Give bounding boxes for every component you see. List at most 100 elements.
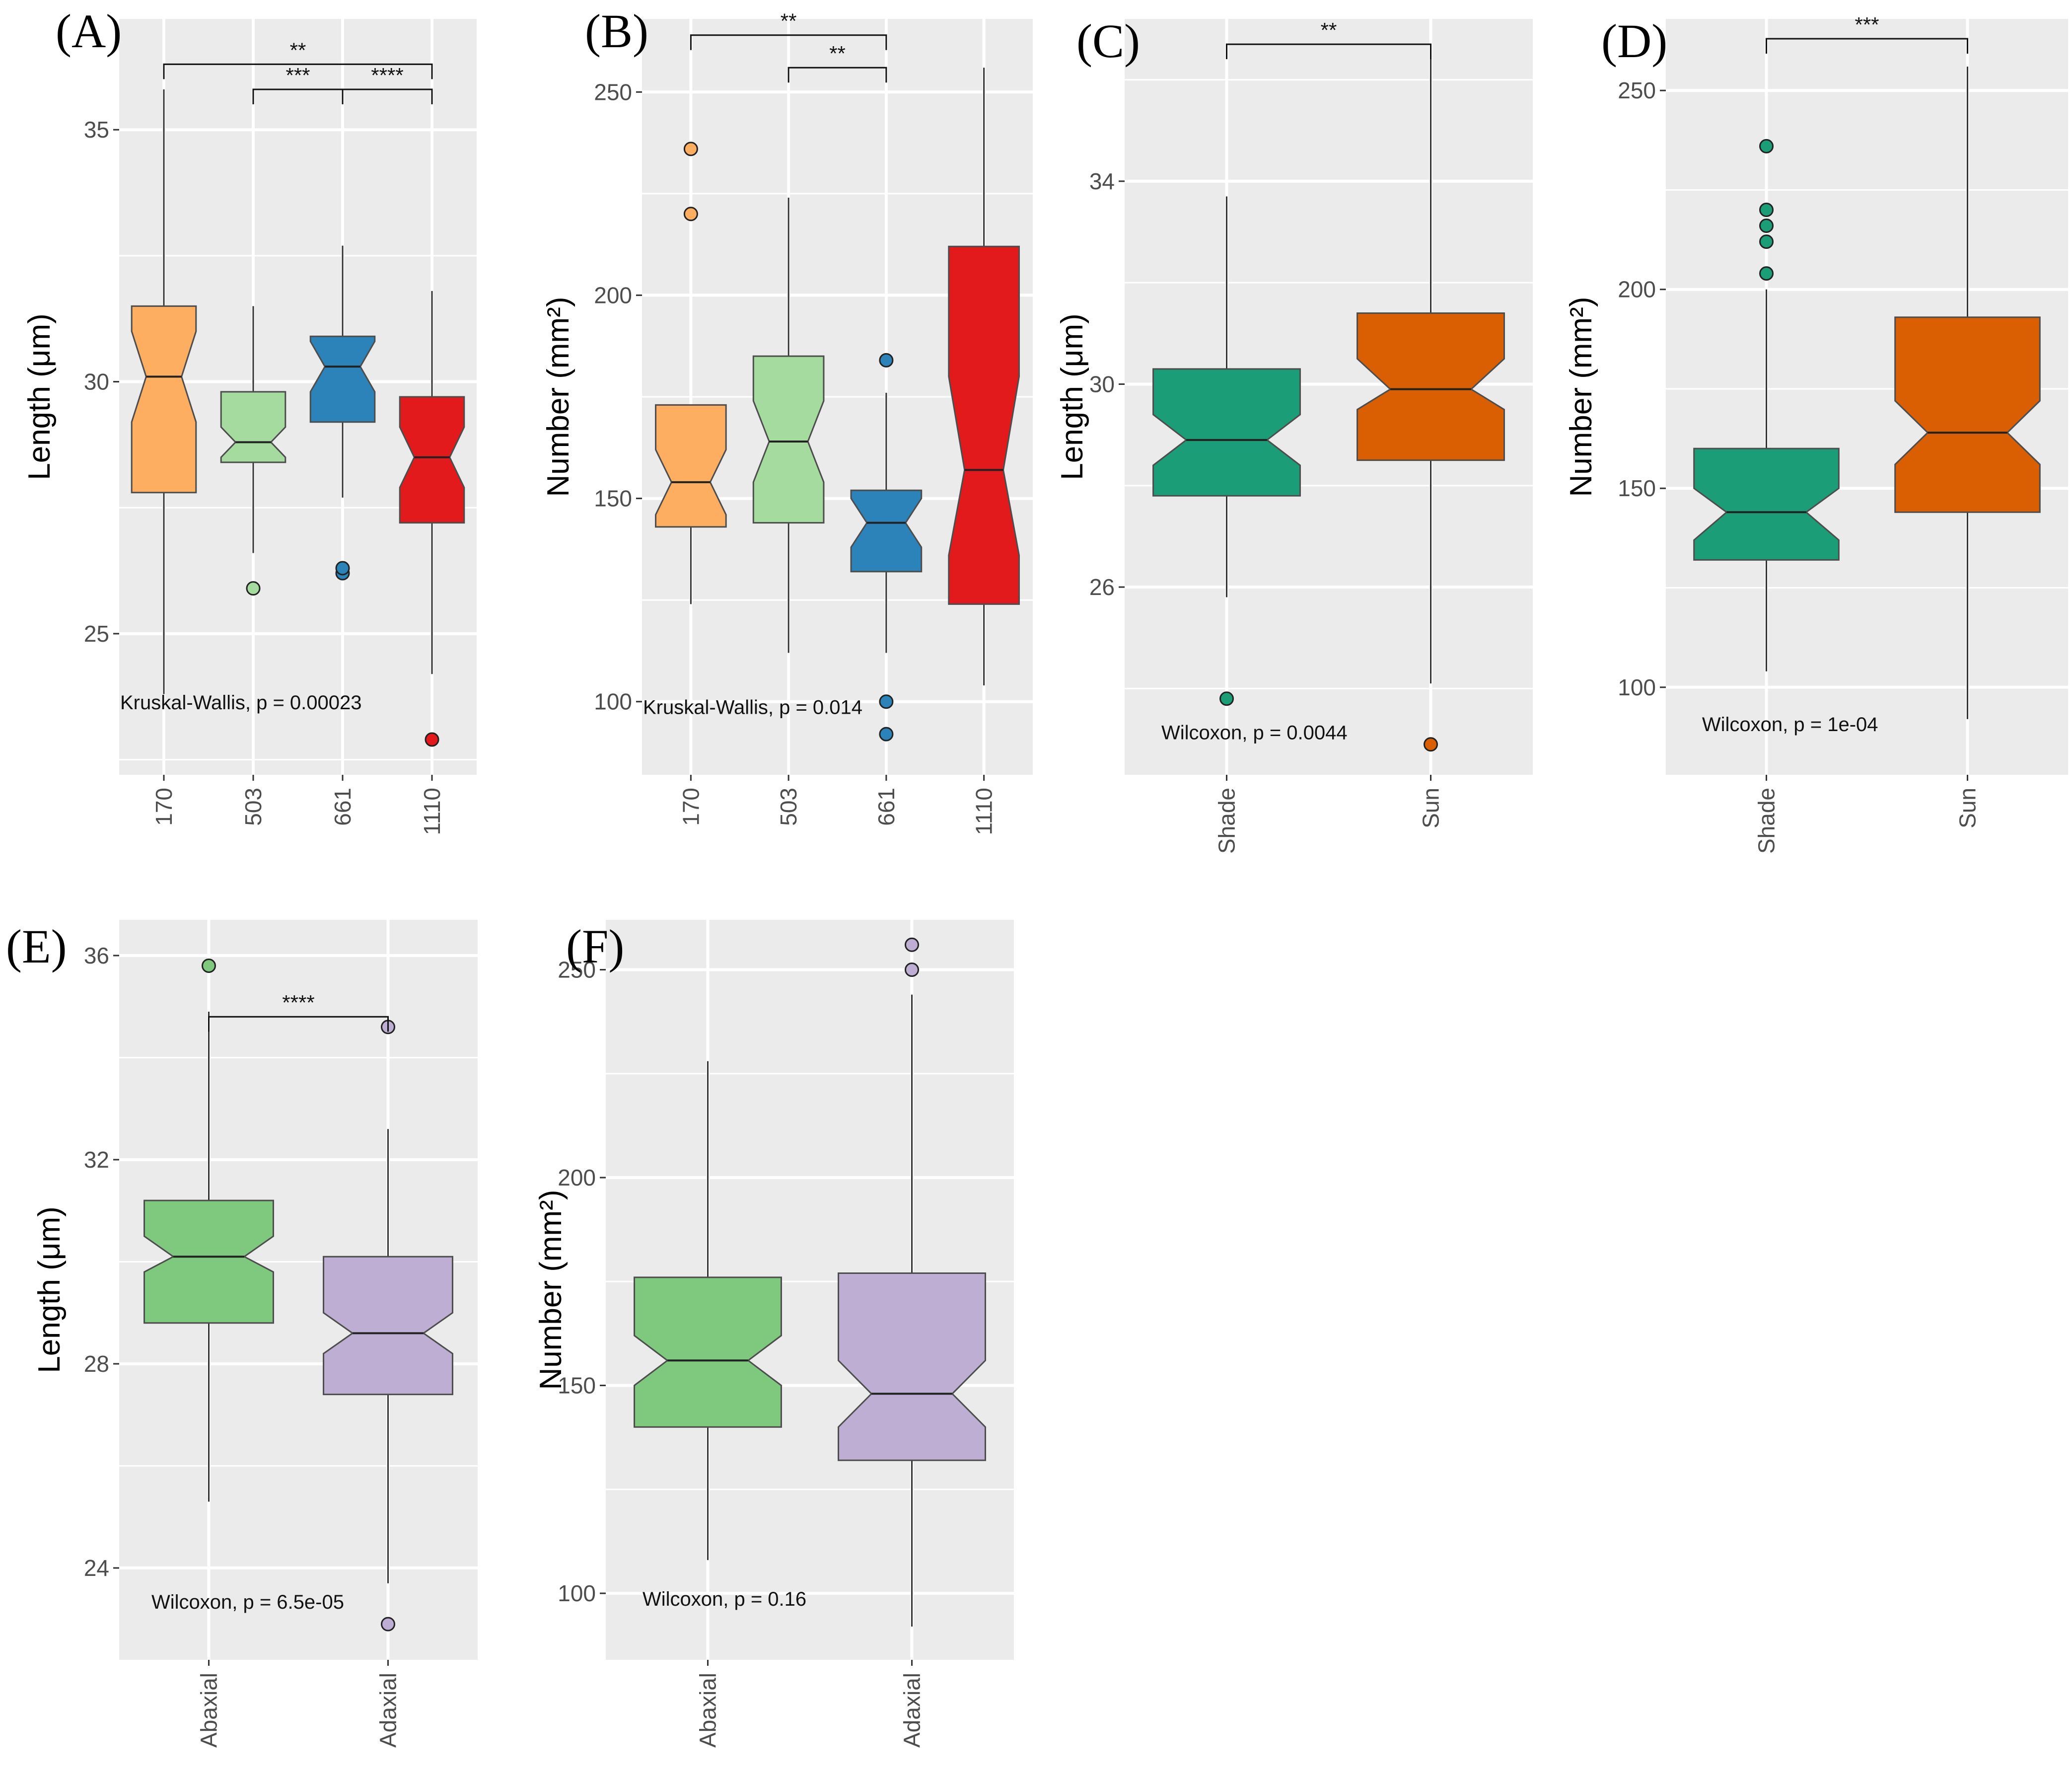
x-tick-label: 503 — [240, 788, 266, 826]
notched-box — [655, 404, 727, 528]
y-tick-label: 36 — [84, 943, 109, 968]
significance-label: ** — [290, 38, 306, 62]
significance-bracket: **** — [342, 64, 433, 105]
y-tick-label: 100 — [594, 689, 632, 715]
outlier-point — [879, 694, 894, 709]
x-tick-label: 1110 — [971, 788, 997, 835]
bracket-line — [163, 63, 433, 79]
notched-box — [309, 335, 376, 423]
y-tick-label: 200 — [594, 282, 632, 308]
x-tick-label: Abaxial — [196, 1673, 222, 1748]
box-661 — [850, 353, 923, 742]
box-shade — [1152, 196, 1301, 706]
y-axis-title: Length (μm) — [32, 1206, 67, 1373]
box-661 — [309, 245, 376, 581]
test-annotation: Wilcoxon, p = 0.16 — [643, 1588, 806, 1610]
x-tick-label: Shade — [1214, 788, 1240, 854]
y-tick-label: 34 — [1089, 168, 1115, 194]
bracket-line — [342, 88, 433, 105]
outlier-point — [905, 962, 919, 977]
significance-bracket: ** — [690, 9, 887, 50]
notched-box — [1152, 368, 1301, 497]
x-tick-label: 503 — [776, 788, 801, 826]
notched-box — [220, 391, 286, 463]
panel-letter: (C) — [1076, 14, 1140, 68]
panel-letter: (B) — [585, 4, 648, 58]
y-tick-label: 28 — [84, 1351, 109, 1377]
outlier-point — [202, 958, 216, 973]
notched-box — [838, 1272, 986, 1461]
box-170 — [655, 142, 727, 604]
outlier-point — [1759, 219, 1774, 233]
box-abaxial — [634, 1061, 782, 1560]
outlier-point — [335, 561, 350, 576]
notched-box — [323, 1256, 453, 1396]
y-tick-label: 24 — [84, 1555, 109, 1581]
significance-bracket: **** — [208, 991, 389, 1032]
x-tick-label: Adaxial — [899, 1673, 925, 1748]
box-1110 — [399, 291, 465, 747]
notched-box — [948, 245, 1020, 605]
test-annotation: Wilcoxon, p = 6.5e-05 — [151, 1591, 344, 1613]
panel-letter: (F) — [566, 920, 624, 973]
y-tick-label: 250 — [594, 79, 632, 105]
significance-bracket: ** — [1226, 18, 1431, 60]
test-annotation: Kruskal-Wallis, p = 0.00023 — [120, 692, 362, 714]
significance-label: **** — [282, 991, 314, 1014]
y-axis-title: Number (mm²) — [534, 1190, 568, 1390]
x-tick-label: 170 — [151, 788, 177, 826]
bracket-line — [690, 34, 887, 50]
x-tick-label: 661 — [330, 788, 356, 826]
bracket-line — [1766, 38, 1968, 54]
outlier-point — [1759, 266, 1774, 281]
y-axis-title: Length (μm) — [22, 313, 57, 480]
notched-box — [131, 305, 197, 494]
y-axis-title: Length (μm) — [1055, 313, 1089, 480]
y-tick-label: 25 — [84, 621, 109, 647]
box-abaxial — [143, 958, 274, 1502]
test-annotation: Kruskal-Wallis, p = 0.014 — [643, 696, 862, 718]
outlier-point — [879, 727, 894, 742]
box-adaxial — [323, 1020, 453, 1632]
outlier-point — [905, 937, 919, 952]
outlier-point — [246, 581, 261, 596]
significance-label: ** — [1321, 18, 1337, 42]
notched-box — [399, 396, 465, 524]
panel-b: 100 150 200 250 170 503 661 1110 Number (mm²) (B)… — [541, 4, 1033, 835]
box-1110 — [948, 68, 1020, 685]
y-tick-label: 150 — [558, 1373, 596, 1399]
x-tick-label: Shade — [1754, 788, 1780, 854]
y-axis-title: Number (mm²) — [1564, 297, 1598, 497]
panel-letter: (D) — [1601, 14, 1667, 68]
x-tick-label: Sun — [1955, 788, 1981, 828]
y-tick-label: 32 — [84, 1147, 109, 1173]
test-annotation: Wilcoxon, p = 1e-04 — [1702, 714, 1878, 736]
significance-label: ** — [829, 42, 846, 65]
y-tick-label: 200 — [558, 1165, 596, 1190]
y-tick-label: 150 — [1618, 475, 1656, 501]
significance-label: ** — [781, 9, 797, 33]
box-sun — [1357, 54, 1505, 752]
outlier-point — [381, 1617, 395, 1632]
box-sun — [1894, 67, 2041, 719]
bracket-line — [208, 1016, 389, 1032]
x-tick-label: 661 — [873, 788, 899, 826]
notched-box — [850, 489, 923, 573]
significance-bracket: ** — [787, 42, 887, 83]
y-tick-label: 150 — [594, 486, 632, 512]
notched-box — [1894, 316, 2041, 513]
y-tick-label: 250 — [558, 957, 596, 982]
panel-d: 100 150 200 250 Shade Sun Number (mm²) (D) *** Wi… — [1564, 13, 2068, 854]
x-tick-label: 170 — [678, 788, 704, 826]
notched-box — [143, 1199, 274, 1324]
bracket-line — [1226, 43, 1431, 60]
panel-letter: (A) — [56, 4, 122, 58]
panel-f: 100 150 200 250 Abaxial Adaxial Number (mm²) (F… — [534, 920, 1014, 1748]
y-tick-label: 26 — [1089, 574, 1115, 600]
significance-bracket: *** — [1766, 13, 1968, 54]
y-tick-label: 30 — [1089, 371, 1115, 397]
y-tick-label: 30 — [84, 369, 109, 395]
box-adaxial — [838, 937, 986, 1627]
